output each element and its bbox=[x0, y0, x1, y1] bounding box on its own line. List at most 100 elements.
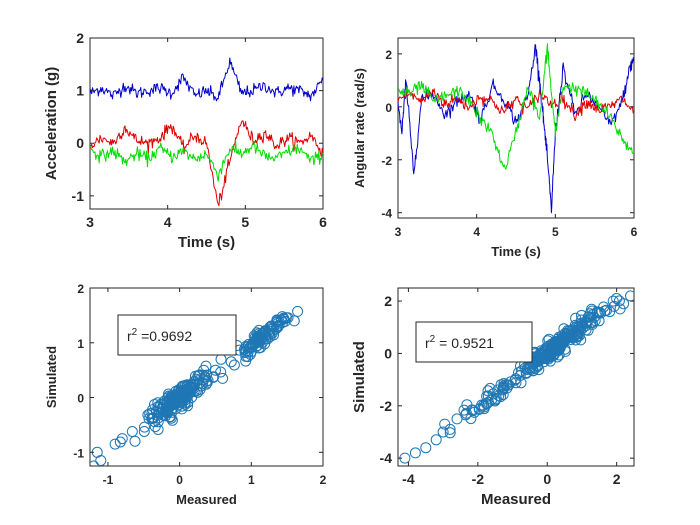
scatter-point bbox=[409, 447, 421, 459]
scatter-point bbox=[210, 364, 221, 376]
r2-annotation: r2 = 0.9521 bbox=[415, 321, 533, 363]
y-axis-label: Angular rate (rad/s) bbox=[352, 68, 367, 188]
axes-acc: 3 4 5 6 -1 0 1 2 Time (s) Acceleration (g) bbox=[43, 30, 327, 251]
scatter-point bbox=[573, 323, 585, 335]
scatter-point bbox=[569, 319, 581, 331]
axes-scatter1: -1 0 1 2 -1 0 1 2 Measured Simulated r2 =0.9692 bbox=[44, 282, 327, 507]
axes-gyro: 3 4 5 6 -4 -2 0 2 Time (s) Angular rate (rad/s) bbox=[352, 37, 638, 259]
scatter-point bbox=[138, 426, 150, 437]
annotation-text: r2 =0.9692 bbox=[127, 327, 192, 344]
scatter-point bbox=[473, 403, 485, 415]
x-tick-label: 6 bbox=[631, 225, 638, 239]
series-line-2 bbox=[90, 120, 323, 207]
scatter-point bbox=[292, 305, 304, 317]
scatter-point bbox=[460, 407, 472, 419]
y-tick-label: 2 bbox=[384, 293, 392, 309]
series-line-3 bbox=[90, 140, 323, 182]
scatter-point bbox=[580, 315, 592, 327]
annotation-box bbox=[117, 314, 237, 356]
scatter-point bbox=[481, 398, 493, 410]
scatter-point bbox=[157, 402, 169, 414]
scatter-point bbox=[467, 405, 479, 417]
x-tick-label: 2 bbox=[613, 471, 621, 487]
y-tick-label: 1 bbox=[77, 337, 84, 351]
scatter-point bbox=[139, 421, 150, 433]
y-tick-label: 0 bbox=[76, 135, 84, 151]
y-tick-label: 0 bbox=[385, 101, 392, 115]
scatter-point bbox=[278, 312, 290, 324]
scatter-point bbox=[225, 356, 237, 368]
y-tick-label: 0 bbox=[384, 345, 392, 361]
scatter-point bbox=[458, 404, 470, 416]
scatter-point bbox=[181, 379, 193, 391]
scatter-point bbox=[614, 303, 626, 315]
x-tick-label: 4 bbox=[164, 214, 172, 230]
x-tick-label: 2 bbox=[320, 473, 327, 487]
scatter-point bbox=[591, 307, 603, 319]
scatter-point bbox=[515, 377, 527, 389]
scatter-point bbox=[175, 389, 187, 401]
y-tick-label: 2 bbox=[77, 282, 84, 296]
series-line-3 bbox=[398, 43, 634, 170]
y-axis-label: Simulated bbox=[351, 341, 368, 413]
scatter-point bbox=[515, 365, 527, 377]
scatter-point bbox=[109, 438, 121, 450]
axes-frame bbox=[89, 37, 324, 210]
scatter-point bbox=[90, 460, 100, 466]
scatter-point bbox=[542, 335, 554, 347]
scatter-point bbox=[444, 427, 456, 439]
x-tick-label: 6 bbox=[319, 214, 327, 230]
y-tick-label: 2 bbox=[385, 48, 392, 62]
scatter-point bbox=[487, 388, 499, 400]
scatter-point bbox=[437, 426, 449, 438]
scatter-point bbox=[159, 397, 171, 409]
scatter-point bbox=[161, 406, 172, 417]
y-tick-label: -2 bbox=[380, 398, 393, 414]
scatter-point bbox=[498, 381, 510, 393]
scatter-point bbox=[201, 375, 213, 387]
scatter-point bbox=[493, 390, 505, 402]
y-tick-label: 2 bbox=[76, 30, 84, 46]
scatter-point bbox=[202, 374, 214, 386]
scatter-point bbox=[146, 407, 158, 419]
scatter-point bbox=[217, 372, 229, 384]
annotation-text: r2 = 0.9521 bbox=[425, 334, 494, 351]
x-tick-label: -1 bbox=[103, 473, 114, 487]
scatter-point bbox=[194, 370, 205, 381]
scatter-point bbox=[484, 382, 496, 394]
x-tick-label: -4 bbox=[402, 471, 415, 487]
scatter-point bbox=[256, 337, 268, 349]
scatter-point bbox=[559, 333, 571, 345]
scatter-point bbox=[451, 413, 463, 425]
x-tick-label: 0 bbox=[176, 473, 183, 487]
y-tick-label: 1 bbox=[76, 83, 84, 99]
scatter-point bbox=[444, 423, 456, 435]
scatter-point bbox=[228, 359, 240, 371]
scatter-point bbox=[548, 349, 560, 361]
scatter-point bbox=[466, 404, 478, 416]
plot-area bbox=[398, 43, 634, 214]
scatter-point bbox=[259, 325, 271, 337]
scatter-point bbox=[489, 394, 501, 406]
scatter-point bbox=[129, 435, 141, 447]
x-tick-label: 0 bbox=[543, 471, 551, 487]
scatter-point bbox=[611, 293, 623, 304]
x-tick-label: 5 bbox=[241, 214, 249, 230]
r2-annotation: r2 =0.9692 bbox=[117, 314, 237, 356]
x-axis-label: Measured bbox=[176, 492, 237, 507]
x-tick-label: -2 bbox=[472, 471, 485, 487]
scatter-point bbox=[430, 434, 442, 446]
x-tick-label: 3 bbox=[395, 225, 402, 239]
y-tick-label: -1 bbox=[73, 446, 84, 460]
y-tick-label: -4 bbox=[380, 450, 393, 466]
scatter-point bbox=[549, 343, 561, 355]
scatter-point bbox=[160, 410, 172, 422]
series-line-1 bbox=[90, 57, 323, 102]
scatter-point bbox=[152, 424, 164, 435]
scatter-point bbox=[242, 346, 254, 358]
x-tick-label: 3 bbox=[86, 214, 94, 230]
scatter-point bbox=[175, 385, 187, 397]
y-axis-label: Acceleration (g) bbox=[43, 67, 60, 180]
